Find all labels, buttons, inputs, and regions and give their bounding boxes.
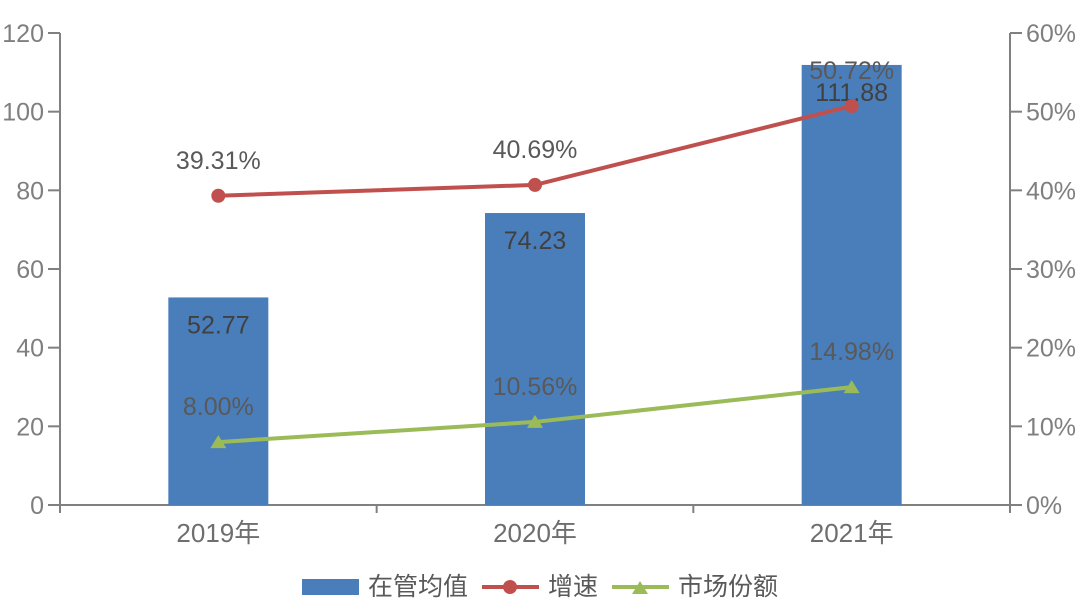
left-axis-tick-label: 120	[2, 20, 44, 48]
triangle-marker-icon	[843, 380, 860, 394]
line-point-label: 39.31%	[176, 147, 261, 175]
left-axis-tick-label: 40	[16, 335, 44, 363]
bar-value-label: 52.77	[187, 311, 250, 339]
x-axis-category-label: 2019年	[176, 518, 260, 548]
x-axis-category-label: 2021年	[810, 518, 894, 548]
line-point-label: 8.00%	[183, 393, 254, 421]
right-axis-tick-label: 20%	[1026, 335, 1076, 363]
left-axis-tick-label: 0	[30, 492, 44, 520]
triangle-marker-icon	[210, 435, 227, 449]
circle-marker-icon	[844, 99, 859, 114]
legend-label: 增速	[547, 572, 598, 601]
right-axis-tick-label: 0%	[1026, 492, 1062, 520]
right-axis-tick-label: 40%	[1026, 177, 1076, 205]
circle-marker-icon	[528, 177, 542, 192]
line-point-label: 50.72%	[809, 57, 894, 85]
legend-label: 在管均值	[367, 572, 468, 601]
line-point-label: 10.56%	[493, 373, 578, 401]
right-axis-tick-label: 30%	[1026, 256, 1076, 284]
legend-item-bar-series: 在管均值	[301, 572, 468, 601]
triangle-marker-icon	[527, 414, 543, 428]
bar	[801, 64, 902, 506]
bar	[485, 213, 585, 505]
left-axis-tick-label: 60	[16, 256, 44, 284]
bar-swatch-icon	[301, 579, 359, 595]
left-axis-tick-label: 80	[16, 177, 44, 205]
right-axis-tick-label: 10%	[1026, 413, 1076, 441]
bar	[168, 297, 269, 505]
legend-item-share-series: 市场份额	[612, 572, 779, 601]
line-point-label: 14.98%	[809, 338, 894, 366]
right-axis-tick-label: 60%	[1026, 20, 1076, 48]
right-axis-tick-label: 50%	[1026, 99, 1076, 127]
circle-marker-icon	[211, 188, 226, 203]
legend-label: 市场份额	[678, 572, 779, 601]
legend: 在管均值 增速 市场份额	[0, 569, 1080, 605]
left-axis-tick-label: 20	[16, 413, 44, 441]
bar-value-label: 74.23	[504, 227, 567, 255]
line-triangle-swatch-icon	[612, 579, 669, 595]
line-point-label: 40.69%	[493, 136, 578, 164]
x-axis-category-label: 2020年	[493, 518, 577, 548]
legend-item-growth-series: 增速	[481, 572, 598, 601]
left-axis-tick-label: 100	[2, 99, 44, 127]
line-dot-swatch-icon	[481, 579, 539, 595]
